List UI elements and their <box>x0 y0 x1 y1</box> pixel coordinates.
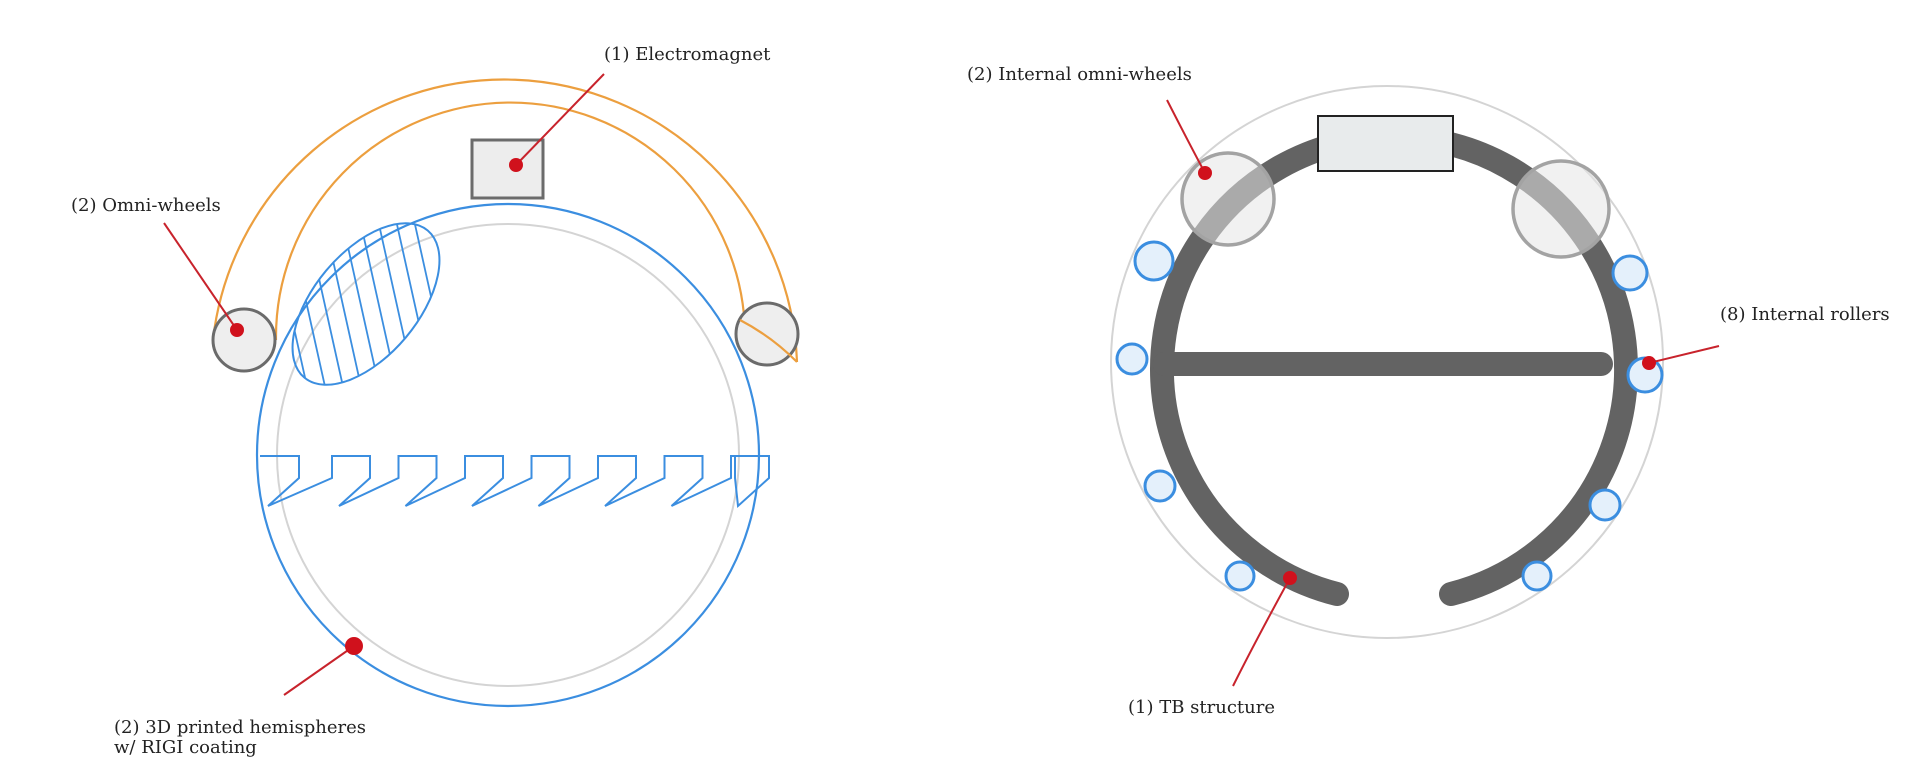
omni-wheel-right <box>734 301 800 367</box>
internal-rollers-leader <box>1648 345 1720 364</box>
roller-right-3 <box>1588 488 1622 522</box>
internal-omni-wheels-callout-dot <box>1198 166 1212 180</box>
top-box <box>1317 115 1454 172</box>
roller-right-4 <box>1521 560 1553 592</box>
roller-left-2 <box>1115 342 1149 376</box>
hatch-line <box>413 219 455 401</box>
roller-left-3 <box>1143 469 1177 503</box>
internal-rollers-callout-dot <box>1642 356 1656 370</box>
internal-omni-wheel-left <box>1180 151 1276 247</box>
internal-rollers-label: (8) Internal rollers <box>1720 304 1890 325</box>
hatched-ellipse <box>269 219 468 401</box>
zigzag-band <box>260 455 770 509</box>
tb-structure-leader <box>1232 577 1291 687</box>
roller-right-1 <box>1611 254 1649 292</box>
electromagnet-callout-dot <box>509 158 523 172</box>
outer-shell-circle <box>1110 85 1664 639</box>
hatch-line <box>305 219 347 401</box>
omni-wheels-label: (2) Omni-wheels <box>71 195 221 216</box>
internal-omni-wheels-label: (2) Internal omni-wheels <box>967 64 1192 85</box>
internal-omni-wheel-right <box>1511 159 1611 259</box>
orange-guide-arc <box>211 78 799 363</box>
hemispheres-label-line1: (2) 3D printed hemispheres <box>114 717 366 738</box>
hatch-line <box>377 219 419 401</box>
orange-inner-arc <box>274 101 747 341</box>
internal-rollers <box>1115 240 1664 592</box>
tb-structure-label: (1) TB structure <box>1128 697 1275 718</box>
hatch-line <box>395 219 437 401</box>
hemispheres-callout-dot <box>345 637 363 655</box>
electromagnet-label: (1) Electromagnet <box>604 44 771 65</box>
tb-structure-callout-dot <box>1283 571 1297 585</box>
roller-left-4 <box>1224 560 1256 592</box>
orange-arc-over-wheel <box>739 319 798 363</box>
hemispheres-label-line2: w/ RIGI coating <box>114 737 257 758</box>
hatch-line <box>467 219 468 401</box>
hatch-line <box>341 219 383 401</box>
left-diagram: (1) Electromagnet (2) Omni-wheels (2) 3D… <box>71 44 800 758</box>
hatch-line <box>449 219 468 401</box>
omni-wheels-leader <box>163 222 238 331</box>
roller-left-1 <box>1133 240 1175 282</box>
hatch-line <box>323 219 365 401</box>
right-diagram: (2) Internal omni-wheels (8) Internal ro… <box>967 64 1890 718</box>
internal-omni-wheels-leader <box>1166 99 1206 174</box>
hemispheres-leader <box>283 645 355 696</box>
omni-wheel-left <box>211 307 277 373</box>
electromagnet-leader <box>515 73 605 166</box>
omni-wheels-callout-dot <box>230 323 244 337</box>
